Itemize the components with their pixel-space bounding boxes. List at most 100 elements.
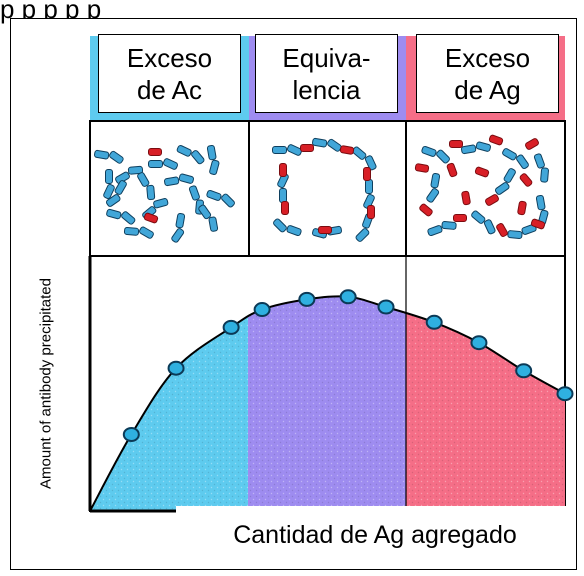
antibody-icon	[206, 189, 222, 201]
antigen-icon	[446, 162, 458, 178]
curve-points	[122, 289, 574, 442]
antibody-icon	[365, 179, 373, 194]
antigen-icon	[461, 190, 471, 206]
antibody-icon	[221, 193, 235, 208]
antigen-icon	[363, 167, 371, 181]
antibody-icon	[471, 210, 486, 224]
antigen-icon	[530, 218, 546, 230]
x-axis-label: Cantidad de Ag agregado	[176, 506, 574, 564]
antibody-icon	[105, 169, 113, 184]
curve-point-7	[377, 299, 395, 315]
curve-point-10	[515, 363, 533, 379]
antibody-icon	[94, 149, 110, 160]
antibody-icon	[503, 168, 516, 183]
curve-point-5	[298, 291, 316, 307]
antigen-icon	[449, 140, 463, 148]
curve-point-3	[222, 319, 240, 335]
antigen-icon	[143, 212, 159, 224]
label-excess-antibody-line2: de Ac	[136, 74, 203, 105]
antibody-icon	[426, 188, 440, 203]
antibody-icon	[105, 194, 121, 207]
antibody-icon	[123, 226, 140, 236]
antibody-icon	[164, 176, 180, 187]
antibody-icon	[483, 219, 496, 235]
antibody-icon	[103, 183, 115, 200]
antibody-icon	[146, 184, 156, 201]
antibody-icon	[279, 188, 287, 203]
antigen-icon	[414, 163, 430, 173]
antibody-icon	[355, 228, 370, 242]
antibody-icon	[175, 213, 186, 229]
curve-point-6	[339, 289, 357, 305]
antigen-icon	[488, 134, 504, 146]
label-equivalence: Equiva- lencia	[255, 34, 398, 113]
antibody-icon	[208, 216, 219, 232]
label-equivalence-line1: Equiva-	[282, 42, 371, 73]
antibody-icon	[436, 149, 450, 164]
antigen-icon	[279, 163, 287, 177]
antigen-icon	[485, 194, 499, 206]
label-excess-antigen: Exceso de Ag	[416, 34, 559, 113]
antigen-icon	[367, 205, 375, 219]
antibody-icon	[127, 165, 144, 175]
antibody-icon	[312, 137, 328, 148]
antigen-icon	[517, 200, 527, 216]
antibody-icon	[148, 160, 163, 168]
antibody-icon	[121, 211, 136, 225]
complex-excess-antibody-icon	[94, 145, 235, 243]
curve-point-9	[470, 335, 488, 351]
antibody-icon	[191, 150, 205, 165]
label-excess-antibody: Exceso de Ac	[98, 34, 241, 113]
antibody-icon	[540, 167, 549, 183]
antigen-icon	[519, 173, 533, 187]
antibody-icon	[139, 226, 154, 239]
antibody-icon	[178, 173, 194, 184]
curve-point-11	[556, 386, 574, 402]
antibody-icon	[273, 218, 287, 233]
antibody-icon	[171, 228, 185, 243]
complex-equivalence-lattice-icon	[272, 137, 377, 242]
antigen-icon	[148, 148, 162, 156]
antibody-icon	[272, 146, 287, 154]
antibody-icon	[507, 230, 523, 239]
antibody-icon	[516, 154, 529, 170]
antibody-icon	[364, 155, 377, 171]
cropped-header-text: p p p p p	[0, 0, 102, 24]
antibody-icon	[209, 159, 220, 175]
antibody-icon	[286, 144, 303, 156]
curve-point-1	[122, 427, 140, 442]
antigen-icon	[300, 144, 314, 152]
curve-point-4	[253, 302, 271, 318]
label-excess-antigen-line1: Exceso	[444, 42, 531, 73]
antibody-icon	[494, 182, 510, 195]
antibody-icon	[421, 145, 437, 157]
antibody-icon	[188, 185, 200, 201]
antigen-icon	[453, 214, 467, 222]
antibody-icon	[115, 171, 130, 184]
antigen-icon	[525, 138, 539, 150]
antibody-icon	[206, 145, 217, 161]
y-axis-label-text: Amount of antibody precipitated	[37, 278, 55, 489]
antibody-icon	[533, 153, 545, 169]
antibody-icon	[114, 180, 127, 195]
antibody-icon	[286, 225, 302, 237]
antigen-icon	[496, 223, 508, 237]
antibody-icon	[502, 148, 517, 161]
antigen-icon	[281, 201, 289, 215]
label-excess-antigen-line2: de Ag	[454, 74, 521, 105]
antibody-icon	[363, 193, 375, 210]
antibody-icon	[137, 172, 150, 187]
antibody-icon	[430, 173, 441, 189]
antibody-icon	[162, 158, 179, 170]
antibody-icon	[461, 144, 477, 155]
antibody-icon	[176, 145, 192, 157]
antigen-icon	[339, 145, 355, 155]
antibody-icon	[441, 221, 457, 230]
curve-point-2	[167, 360, 185, 376]
antibody-icon	[106, 208, 122, 220]
antigen-icon	[474, 166, 490, 178]
label-excess-antibody-line1: Exceso	[126, 42, 213, 73]
antibody-icon	[109, 150, 124, 164]
antigen-icon	[318, 226, 332, 234]
antibody-icon	[475, 141, 491, 152]
